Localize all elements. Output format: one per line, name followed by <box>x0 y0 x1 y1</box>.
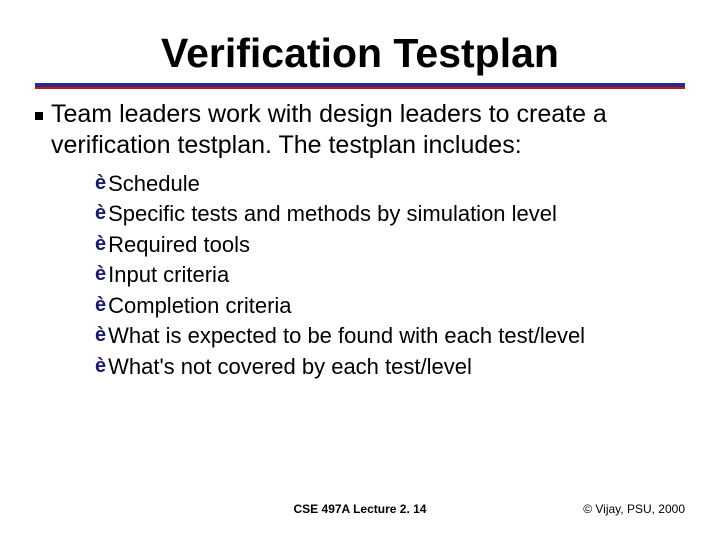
list-item: è What's not covered by each test/level <box>95 353 685 382</box>
lead-text: Team leaders work with design leaders to… <box>51 99 685 162</box>
arrow-icon: è <box>95 261 106 288</box>
square-bullet-icon <box>35 112 43 120</box>
page-title: Verification Testplan <box>161 30 559 77</box>
arrow-icon: è <box>95 292 106 319</box>
arrow-icon: è <box>95 353 106 380</box>
arrow-icon: è <box>95 170 106 197</box>
title-wrap: Verification Testplan <box>35 30 685 77</box>
footer-right: © Vijay, PSU, 2000 <box>583 502 685 516</box>
list-item: è Required tools <box>95 231 685 260</box>
arrow-icon: è <box>95 200 106 227</box>
sub-list: è Schedule è Specific tests and methods … <box>35 170 685 382</box>
list-item-text: Specific tests and methods by simulation… <box>108 200 557 229</box>
list-item: è Schedule <box>95 170 685 199</box>
slide: Verification Testplan Team leaders work … <box>0 0 720 540</box>
arrow-icon: è <box>95 322 106 349</box>
list-item-text: What's not covered by each test/level <box>108 353 472 382</box>
list-item: è Completion criteria <box>95 292 685 321</box>
list-item-text: Required tools <box>108 231 250 260</box>
list-item-text: Completion criteria <box>108 292 291 321</box>
list-item: è What is expected to be found with each… <box>95 322 685 351</box>
list-item-text: Input criteria <box>108 261 229 290</box>
rule-bottom <box>35 87 685 89</box>
list-item-text: Schedule <box>108 170 200 199</box>
list-item: è Input criteria <box>95 261 685 290</box>
lead-row: Team leaders work with design leaders to… <box>35 99 685 162</box>
list-item-text: What is expected to be found with each t… <box>108 322 585 351</box>
body: Team leaders work with design leaders to… <box>35 99 685 382</box>
footer: CSE 497A Lecture 2. 14 © Vijay, PSU, 200… <box>0 502 720 522</box>
list-item: è Specific tests and methods by simulati… <box>95 200 685 229</box>
title-rule <box>35 83 685 89</box>
arrow-icon: è <box>95 231 106 258</box>
